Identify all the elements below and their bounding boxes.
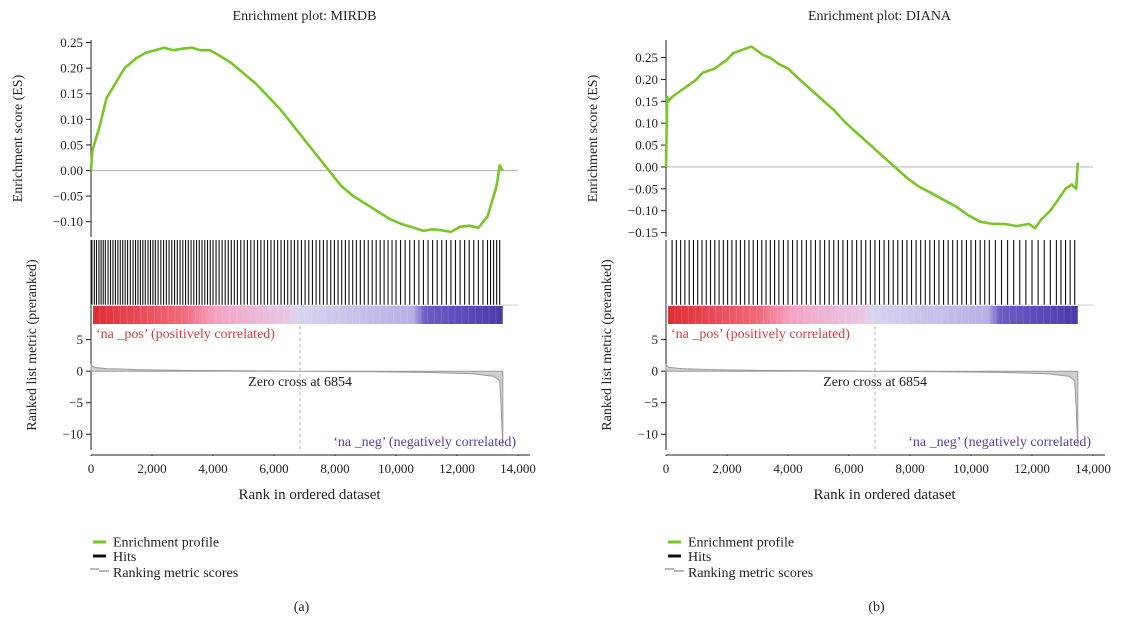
es-y-tick-label: 0.15 — [635, 94, 658, 109]
metric-y-axis-label: Ranked list metric (preranked) — [600, 259, 615, 431]
x-axis-label: Rank in ordered dataset — [813, 487, 956, 503]
x-tick-label: 10,000 — [378, 461, 414, 476]
es-y-tick-label: 0.00 — [60, 163, 83, 178]
zero-cross-label: Zero cross at 6854 — [248, 375, 352, 390]
metric-y-tick-label: −10 — [638, 427, 658, 442]
legend-metric-label: Ranking metric scores — [688, 566, 813, 581]
metric-y-tick-label: −10 — [63, 427, 83, 442]
metric-y-tick-label: 5 — [77, 332, 84, 347]
legend-enrichment-label: Enrichment profile — [688, 536, 794, 551]
es-y-tick-label: 0.10 — [60, 112, 83, 127]
x-tick-label: 0 — [663, 461, 670, 476]
es-y-axis-label: Enrichment score (ES) — [586, 74, 601, 202]
x-tick-label: 14,000 — [500, 461, 536, 476]
es-y-tick-label: 0.25 — [635, 50, 658, 65]
x-tick-label: 6,000 — [259, 461, 288, 476]
enrichment-profile-line — [89, 46, 504, 234]
x-tick-label: 6,000 — [834, 461, 863, 476]
es-y-tick-label: 0.15 — [60, 86, 83, 101]
x-tick-label: 14,000 — [1075, 461, 1111, 476]
ranking-metric-area — [665, 363, 1079, 447]
legend-enrichment-label: Enrichment profile — [113, 536, 219, 551]
x-tick-label: 8,000 — [895, 461, 924, 476]
es-y-tick-label: −0.15 — [628, 225, 658, 240]
x-tick-label: 4,000 — [198, 461, 227, 476]
x-tick-label: 0 — [88, 461, 95, 476]
es-y-tick-label: −0.05 — [628, 181, 658, 196]
x-tick-label: 12,000 — [439, 461, 475, 476]
positive-correlation-label: ‘na _pos’ (positively correlated) — [671, 327, 850, 342]
x-tick-label: 12,000 — [1014, 461, 1050, 476]
es-y-tick-label: 0.00 — [635, 159, 658, 174]
metric-y-axis-label: Ranked list metric (preranked) — [25, 259, 40, 431]
zero-cross-label: Zero cross at 6854 — [823, 375, 927, 390]
legend-hits-label: Hits — [688, 550, 711, 565]
es-y-tick-label: 0.05 — [635, 138, 658, 153]
es-plot-area — [666, 40, 1093, 237]
es-y-tick-label: 0.20 — [635, 72, 658, 87]
es-y-tick-label: 0.10 — [635, 116, 658, 131]
ranking-metric-area — [90, 363, 504, 447]
negative-correlation-label: ‘na _neg’ (negatively correlated) — [908, 435, 1091, 450]
es-y-tick-label: 0.20 — [60, 61, 83, 76]
metric-y-tick-label: −5 — [69, 395, 83, 410]
chart-title: Enrichment plot: DIANA — [808, 9, 952, 24]
es-y-tick-label: −0.05 — [53, 189, 83, 204]
es-y-tick-label: 0.25 — [60, 35, 83, 50]
es-y-axis-label: Enrichment score (ES) — [11, 74, 26, 202]
panel-a: Enrichment plot: MIRDB 0.25 0.20 0.15 0.10 0.… — [11, 9, 536, 615]
ranking-heatmap-bar — [668, 306, 1078, 324]
negative-correlation-label: ‘na _neg’ (negatively correlated) — [333, 435, 516, 450]
es-y-tick-label: −0.10 — [628, 203, 658, 218]
positive-correlation-label: ‘na _pos’ (positively correlated) — [96, 327, 275, 342]
x-axis-label: Rank in ordered dataset — [238, 487, 381, 503]
x-tick-label: 4,000 — [773, 461, 802, 476]
legend-metric-label: Ranking metric scores — [113, 566, 238, 581]
panel-label: (b) — [868, 600, 885, 615]
metric-y-tick-label: 0 — [77, 364, 84, 379]
panel-b: Enrichment plot: DIANA 0.25 0.20 0.15 0.10 0.… — [586, 9, 1111, 615]
legend-hits-label: Hits — [113, 550, 136, 565]
chart-title: Enrichment plot: MIRDB — [233, 9, 377, 24]
metric-y-tick-label: 0 — [652, 364, 659, 379]
ranking-heatmap-bar — [93, 306, 503, 324]
enrichment-profile-line — [664, 45, 1080, 230]
panel-label: (a) — [294, 600, 310, 615]
es-y-tick-label: 0.05 — [60, 137, 83, 152]
x-tick-label: 8,000 — [320, 461, 349, 476]
x-tick-label: 10,000 — [953, 461, 989, 476]
es-y-tick-label: −0.10 — [53, 214, 83, 229]
metric-y-tick-label: 5 — [652, 332, 659, 347]
metric-y-tick-label: −5 — [644, 395, 658, 410]
x-tick-label: 2,000 — [137, 461, 166, 476]
x-tick-label: 2,000 — [712, 461, 741, 476]
